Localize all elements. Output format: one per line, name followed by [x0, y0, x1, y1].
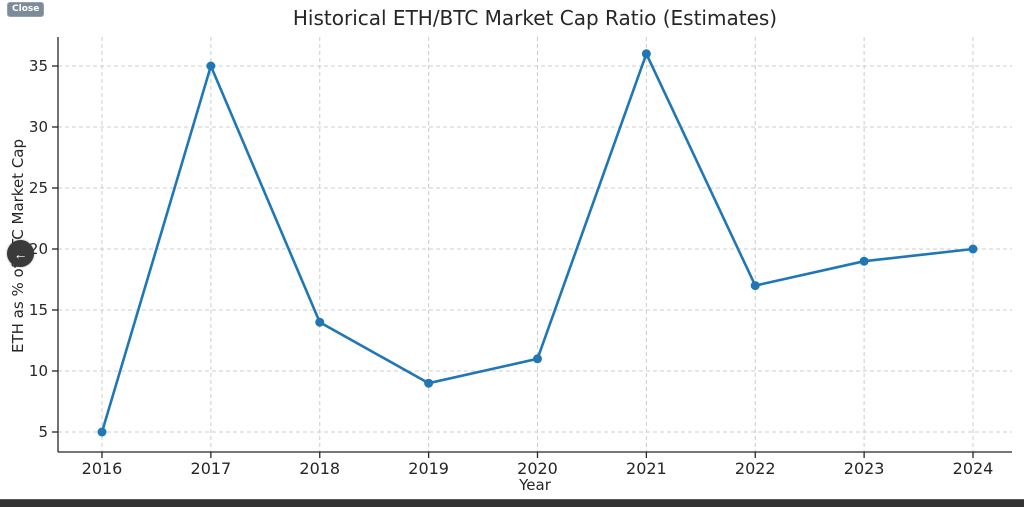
- data-point: [750, 281, 760, 291]
- x-tick-label: 2019: [408, 459, 449, 478]
- bottom-taskbar-strip: [0, 499, 1024, 507]
- close-button[interactable]: Close: [7, 2, 45, 17]
- arrow-left-icon: ←: [13, 245, 28, 262]
- data-point: [97, 427, 107, 437]
- y-tick-label: 30: [29, 118, 48, 136]
- data-point: [968, 244, 978, 254]
- back-button[interactable]: ←: [7, 240, 34, 267]
- y-tick-label: 15: [29, 301, 48, 319]
- x-tick-label: 2023: [844, 459, 885, 478]
- data-point: [206, 61, 216, 71]
- x-axis-label: Year: [519, 476, 551, 494]
- y-tick-label: 35: [29, 57, 48, 75]
- data-point: [533, 354, 542, 364]
- x-tick-label: 2017: [191, 459, 232, 478]
- x-tick-label: 2018: [299, 459, 340, 478]
- y-tick-label: 5: [38, 423, 48, 441]
- x-tick-label: 2022: [735, 459, 776, 478]
- x-tick-label: 2020: [517, 459, 558, 478]
- data-point: [424, 378, 434, 388]
- data-point: [641, 49, 651, 59]
- data-point: [315, 317, 325, 327]
- x-tick-label: 2024: [953, 459, 994, 478]
- y-tick-label: 25: [29, 179, 48, 197]
- chart-title: Historical ETH/BTC Market Cap Ratio (Est…: [292, 6, 778, 30]
- x-tick-label: 2016: [82, 459, 123, 478]
- data-point: [859, 256, 869, 266]
- x-tick-label: 2021: [626, 459, 667, 478]
- y-tick-label: 10: [29, 362, 48, 380]
